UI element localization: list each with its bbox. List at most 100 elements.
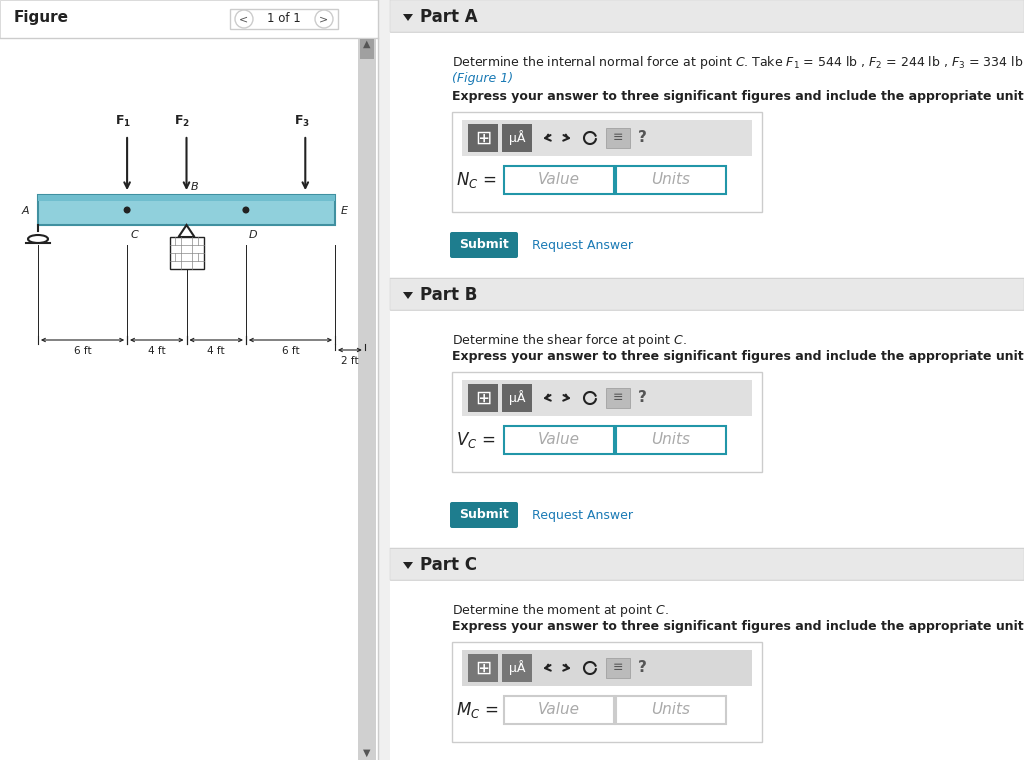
Bar	[616, 426, 726, 454]
Text: 4 ft: 4 ft	[208, 346, 225, 356]
Text: Figure: Figure	[14, 10, 69, 25]
FancyBboxPatch shape	[450, 502, 518, 528]
Circle shape	[243, 207, 249, 213]
Bar	[504, 696, 614, 724]
FancyBboxPatch shape	[450, 232, 518, 258]
Bar	[390, 278, 1024, 310]
Text: Units: Units	[651, 702, 690, 717]
Text: $\mathbf{F_3}$: $\mathbf{F_3}$	[294, 114, 310, 129]
Bar	[502, 384, 532, 412]
Text: ?: ?	[638, 391, 646, 406]
Text: Part B: Part B	[420, 286, 477, 304]
Bar	[502, 124, 532, 152]
Text: $N_C$ =: $N_C$ =	[456, 170, 497, 190]
Text: <: <	[240, 14, 249, 24]
Text: ≡: ≡	[612, 131, 624, 144]
Text: $M_C$ =: $M_C$ =	[456, 700, 499, 720]
Bar	[452, 642, 762, 742]
Text: Determine the internal normal force at point $C$. Take $F_1$ = 544 lb , $F_2$ = : Determine the internal normal force at p…	[452, 54, 1024, 71]
Bar	[10, 50, 352, 440]
Text: Express your answer to three significant figures and include the appropriate uni: Express your answer to three significant…	[452, 620, 1024, 633]
Polygon shape	[403, 14, 413, 21]
Text: μÅ: μÅ	[509, 660, 525, 676]
Text: Request Answer: Request Answer	[532, 239, 633, 252]
Text: ≡: ≡	[612, 391, 624, 404]
Bar	[390, 580, 1024, 760]
Bar	[390, 0, 1024, 760]
Bar	[390, 32, 1024, 278]
Text: Value: Value	[538, 702, 580, 717]
Text: $\mathbf{F_2}$: $\mathbf{F_2}$	[174, 114, 190, 129]
Text: 1 of 1: 1 of 1	[267, 12, 301, 26]
Bar	[462, 380, 752, 416]
Bar	[616, 166, 726, 194]
Bar	[360, 39, 374, 59]
Text: Submit: Submit	[459, 508, 509, 521]
Text: ?: ?	[638, 660, 646, 676]
Bar	[616, 696, 726, 724]
Text: $C$: $C$	[130, 228, 140, 240]
Text: ≡: ≡	[612, 661, 624, 675]
Text: ⊞: ⊞	[475, 388, 492, 407]
Bar	[504, 166, 614, 194]
Bar	[462, 120, 752, 156]
Bar	[468, 654, 498, 682]
Bar	[358, 38, 376, 760]
Text: ?: ?	[638, 131, 646, 145]
Text: Part C: Part C	[420, 556, 477, 574]
Polygon shape	[403, 562, 413, 569]
Bar	[38, 195, 335, 225]
Bar	[230, 9, 338, 29]
Bar	[606, 658, 630, 678]
Text: $E$: $E$	[340, 204, 349, 216]
Text: 2 ft: 2 ft	[341, 356, 358, 366]
Text: ⊞: ⊞	[475, 658, 492, 677]
Text: Express your answer to three significant figures and include the appropriate uni: Express your answer to three significant…	[452, 350, 1024, 363]
Bar	[462, 650, 752, 686]
Text: ▼: ▼	[364, 748, 371, 758]
Text: Request Answer: Request Answer	[532, 508, 633, 521]
Text: Value: Value	[538, 432, 580, 448]
Text: Express your answer to three significant figures and include the appropriate uni: Express your answer to three significant…	[452, 90, 1024, 103]
Polygon shape	[178, 225, 195, 237]
Text: μÅ: μÅ	[509, 131, 525, 145]
Ellipse shape	[28, 235, 48, 243]
Bar	[170, 237, 204, 269]
Text: $\mathbf{F_1}$: $\mathbf{F_1}$	[115, 114, 131, 129]
Bar	[390, 0, 1024, 32]
Polygon shape	[403, 292, 413, 299]
Circle shape	[234, 10, 253, 28]
Text: Determine the moment at point $C$.: Determine the moment at point $C$.	[452, 602, 669, 619]
Bar	[606, 128, 630, 148]
Text: μÅ: μÅ	[509, 391, 525, 406]
Text: ⊞: ⊞	[475, 128, 492, 147]
Text: $D$: $D$	[248, 228, 258, 240]
Text: Value: Value	[538, 173, 580, 188]
Text: Units: Units	[651, 432, 690, 448]
Bar	[0, 0, 378, 38]
Text: >: >	[319, 14, 329, 24]
Bar	[606, 388, 630, 408]
Text: Part A: Part A	[420, 8, 477, 26]
Text: Submit: Submit	[459, 239, 509, 252]
Bar	[38, 195, 335, 201]
Bar	[452, 112, 762, 212]
Bar	[452, 372, 762, 472]
Text: Units: Units	[651, 173, 690, 188]
Text: 6 ft: 6 ft	[282, 346, 299, 356]
Bar	[504, 426, 614, 454]
Text: ▲: ▲	[364, 39, 371, 49]
Text: 4 ft: 4 ft	[148, 346, 166, 356]
Bar	[390, 310, 1024, 548]
Text: $A$: $A$	[20, 204, 30, 216]
Circle shape	[124, 207, 130, 213]
Bar	[468, 384, 498, 412]
Text: (Figure 1): (Figure 1)	[452, 72, 513, 85]
Text: Determine the shear force at point $C$.: Determine the shear force at point $C$.	[452, 332, 687, 349]
Text: $V_C$ =: $V_C$ =	[456, 430, 496, 450]
Circle shape	[315, 10, 333, 28]
Text: $B$: $B$	[190, 180, 200, 192]
Bar	[468, 124, 498, 152]
Bar	[502, 654, 532, 682]
Bar	[0, 0, 378, 760]
